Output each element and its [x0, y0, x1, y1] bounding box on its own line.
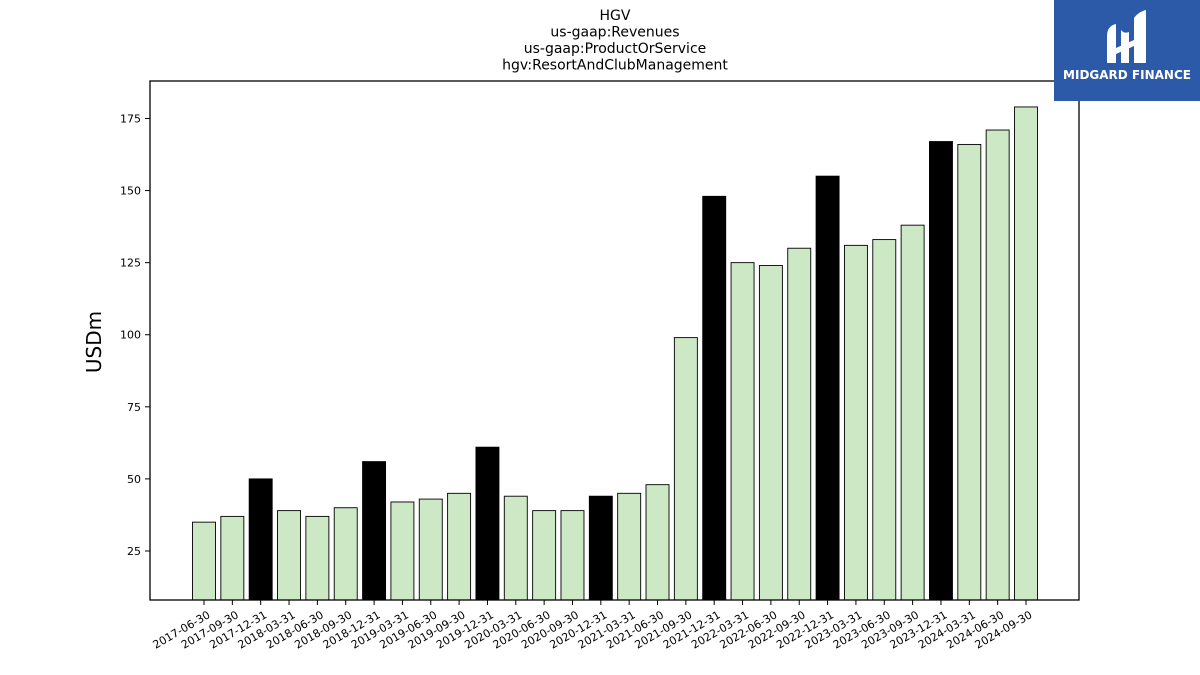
y-tick-label: 100	[120, 329, 141, 342]
y-axis-label: USDm	[82, 311, 106, 373]
bar-2019-12-31	[475, 446, 500, 601]
bar-2019-03-31	[390, 501, 415, 601]
bar-2021-12-31	[702, 195, 727, 601]
bar-2017-06-30	[192, 521, 216, 601]
midgard-logo-icon	[1107, 10, 1146, 63]
bar-2020-12-31	[588, 495, 613, 601]
y-tick-label: 125	[120, 257, 141, 270]
bar-2018-09-30	[333, 507, 358, 601]
bar-2020-06-30	[532, 510, 557, 601]
y-tick-label: 150	[120, 185, 141, 198]
bar-2022-03-31	[730, 262, 755, 601]
y-tick-label: 25	[127, 545, 141, 558]
bar-2023-06-30	[872, 239, 897, 601]
bar-2019-09-30	[447, 492, 472, 601]
bar-2020-03-31	[503, 495, 528, 601]
bar-2017-12-31	[248, 478, 273, 601]
bar-2018-06-30	[305, 515, 330, 601]
bar-2022-06-30	[758, 265, 783, 601]
bar-2021-03-31	[617, 492, 642, 601]
bar-2021-06-30	[645, 484, 670, 601]
bar-2017-09-30	[220, 515, 245, 601]
title-line: HGV	[600, 8, 631, 24]
bar-2020-09-30	[560, 510, 585, 601]
y-tick-label: 175	[120, 112, 141, 125]
y-tick-label: 50	[127, 473, 141, 486]
bar-2022-09-30	[787, 247, 812, 601]
bar-2018-12-31	[362, 461, 387, 601]
bar-2024-03-31	[957, 143, 982, 601]
bar-2024-06-30	[985, 129, 1010, 601]
bar-2021-09-30	[673, 337, 698, 601]
title-line: us-gaap:ProductOrService	[524, 41, 707, 57]
y-tick-label: 75	[127, 401, 141, 414]
bar-2023-12-31	[929, 141, 953, 601]
bar-2023-09-30	[900, 224, 925, 601]
bar-2018-03-31	[277, 510, 301, 601]
x-axis: 2017-06-302017-09-302017-12-312018-03-31…	[151, 600, 1035, 652]
bar-2024-09-30	[1014, 106, 1038, 601]
plot-frame	[149, 80, 1080, 601]
y-axis: 25 50 75 100 125 150 175	[120, 112, 150, 558]
bar-2023-03-31	[843, 244, 868, 601]
bars-group	[192, 106, 1038, 601]
bar-2022-12-31	[815, 175, 840, 601]
logo-text: MIDGARD FINANCE	[1063, 68, 1191, 82]
title-line: us-gaap:Revenues	[550, 25, 679, 41]
bar-2019-06-30	[418, 498, 443, 601]
midgard-finance-logo: MIDGARD FINANCE	[1054, 0, 1200, 101]
title-line: hgv:ResortAndClubManagement	[502, 58, 728, 74]
chart-title: HGVus-gaap:Revenuesus-gaap:ProductOrServ…	[502, 8, 728, 74]
